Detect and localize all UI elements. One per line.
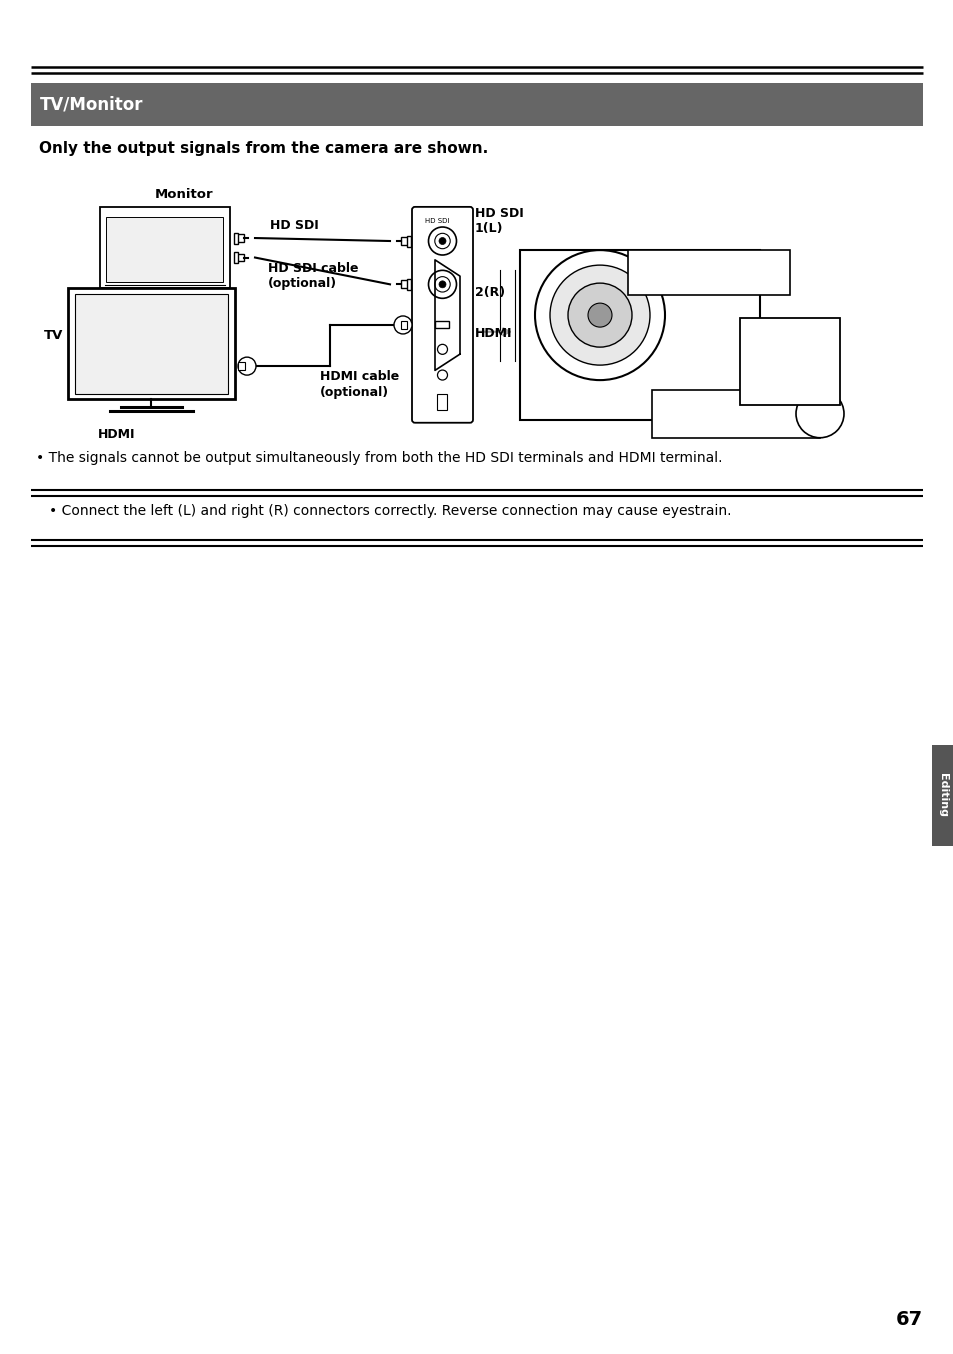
Bar: [435, 321, 449, 329]
Bar: [407, 236, 411, 246]
Text: Only the output signals from the camera are shown.: Only the output signals from the camera …: [39, 141, 488, 156]
Text: HDMI cable
(optional): HDMI cable (optional): [319, 370, 399, 398]
Circle shape: [428, 227, 456, 255]
Circle shape: [428, 271, 456, 298]
Bar: [100, 207, 230, 288]
Text: HD SDI: HD SDI: [425, 218, 449, 223]
Circle shape: [550, 265, 649, 366]
Text: • Connect the left (L) and right (R) connectors correctly. Reverse connection ma: • Connect the left (L) and right (R) con…: [50, 504, 731, 517]
Bar: [233, 233, 237, 244]
Bar: [68, 288, 234, 399]
Text: HD SDI cable
(optional): HD SDI cable (optional): [268, 261, 358, 290]
Bar: [31, 83, 922, 126]
Bar: [740, 318, 840, 405]
Circle shape: [587, 303, 612, 328]
Text: 67: 67: [895, 1311, 922, 1330]
Bar: [74, 294, 228, 394]
Bar: [627, 250, 789, 295]
Circle shape: [567, 283, 631, 347]
Circle shape: [438, 280, 446, 288]
Circle shape: [437, 370, 447, 380]
Text: HDMI: HDMI: [98, 428, 135, 441]
Text: TV: TV: [44, 329, 63, 343]
Text: HD SDI
1(L): HD SDI 1(L): [475, 207, 523, 236]
Bar: [237, 234, 244, 242]
Text: • The signals cannot be output simultaneously from both the HD SDI terminals and: • The signals cannot be output simultane…: [36, 451, 722, 464]
Circle shape: [795, 390, 843, 437]
Text: TV/Monitor: TV/Monitor: [39, 95, 143, 114]
Text: 2(R): 2(R): [475, 286, 504, 299]
Bar: [400, 321, 407, 329]
Bar: [407, 279, 411, 290]
Text: HD SDI: HD SDI: [270, 219, 318, 232]
Text: HDMI: HDMI: [475, 326, 512, 340]
Text: Editing: Editing: [937, 773, 947, 818]
Bar: [400, 280, 407, 288]
Bar: [400, 237, 407, 245]
Bar: [233, 252, 237, 263]
Circle shape: [435, 276, 450, 292]
Circle shape: [435, 233, 450, 249]
Bar: [237, 362, 245, 370]
Text: Monitor: Monitor: [154, 188, 213, 202]
Circle shape: [535, 250, 664, 380]
Circle shape: [437, 344, 447, 355]
Circle shape: [394, 315, 412, 334]
Bar: [519, 250, 760, 420]
Circle shape: [438, 237, 446, 245]
Bar: [437, 394, 447, 410]
Bar: [931, 745, 953, 846]
Bar: [237, 253, 244, 261]
Bar: [651, 390, 820, 437]
Circle shape: [237, 357, 255, 375]
FancyBboxPatch shape: [412, 207, 473, 422]
Bar: [107, 217, 223, 282]
